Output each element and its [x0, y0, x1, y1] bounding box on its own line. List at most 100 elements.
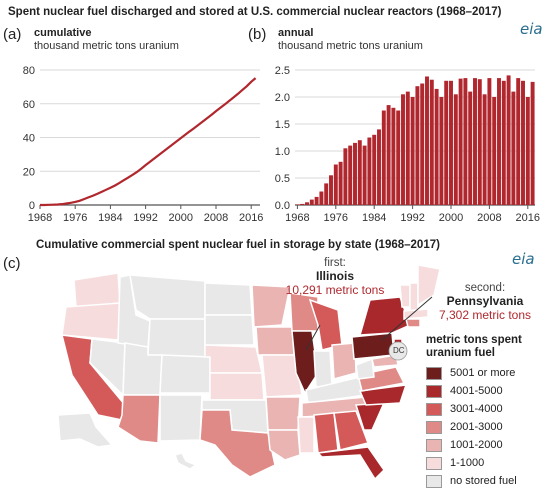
map-legend: metric tons spent uranium fuel 5001 or m… [426, 334, 548, 490]
legend-item: 3001-4000 [426, 400, 548, 418]
annual-bar [353, 142, 357, 205]
state-pennsylvania [351, 332, 395, 360]
state-arkansas [265, 396, 301, 431]
legend-label: 1001-2000 [450, 439, 503, 451]
state-maryland [371, 354, 399, 368]
second-label: second: [464, 282, 506, 294]
y-tick-label: 1.5 [275, 119, 290, 131]
annual-bar [396, 110, 401, 205]
x-tick-label: 2008 [204, 212, 228, 224]
legend-item: 2001-3000 [426, 418, 548, 436]
x-tick-label: 1976 [324, 212, 348, 224]
state-missouri [261, 354, 303, 398]
x-tick-label: 1984 [362, 212, 386, 224]
legend-item: 1001-2000 [426, 436, 548, 454]
eia-logo: eia [520, 20, 543, 38]
annual-bar [506, 75, 511, 206]
legend-swatch [426, 438, 442, 452]
x-tick-label: 2008 [477, 212, 501, 224]
y-tick-label: 2.5 [275, 65, 290, 77]
annual-bar [309, 199, 314, 205]
annual-bar [425, 76, 429, 205]
annual-bar [511, 91, 516, 205]
annual-bar-chart: 0.0 0.5 1.0 1.5 2.0 2.5 1968 1976 1984 1992 2000 20… [275, 65, 540, 224]
panel-b-letter: (b) [248, 26, 267, 43]
second-state: Pennsylvania [446, 294, 524, 308]
y-tick-label: 20 [23, 166, 35, 178]
y-tick-label: 80 [23, 65, 35, 77]
x-tick-label: 1992 [400, 212, 424, 224]
annual-bar [434, 88, 439, 205]
annual-bar [501, 80, 506, 205]
annual-bar [357, 140, 362, 205]
legend-label: 4001-5000 [450, 385, 503, 397]
legend-label: no stored fuel [450, 475, 517, 487]
state-hawaii [174, 452, 198, 470]
annual-bar [521, 80, 525, 205]
legend-title-line2: uranium fuel [426, 347, 496, 359]
annual-bar [372, 134, 377, 205]
first-state: Illinois [315, 269, 354, 283]
illinois-leader-line [305, 324, 321, 351]
legend-label: 1-1000 [450, 457, 485, 469]
cumulative-series-line [40, 77, 257, 207]
panel-b-unit: thousand metric tons uranium [278, 40, 423, 52]
state-south-dakota [204, 314, 255, 346]
state-florida [316, 446, 385, 480]
x-tick-label: 2000 [169, 212, 193, 224]
y-tick-label: 1.0 [275, 146, 290, 158]
annual-bar [468, 91, 473, 205]
first-label: first: [324, 257, 346, 269]
x-tick-label: 1968 [28, 212, 52, 224]
legend-swatch [426, 384, 442, 398]
state-minnesota [251, 284, 291, 328]
annual-bar [367, 137, 372, 205]
annual-bar [324, 183, 329, 205]
y-tick-label: 0.5 [275, 173, 290, 185]
panel-a-unit: thousand metric tons uranium [34, 40, 179, 52]
annual-bar [405, 91, 410, 205]
annual-bar [333, 164, 338, 205]
legend-label: 2001-3000 [450, 421, 503, 433]
x-tick-label: 2000 [439, 212, 463, 224]
legend-label: 5001 or more [450, 367, 516, 379]
y-tick-label: 60 [23, 99, 35, 111]
map-eia-logo: eia [512, 250, 535, 268]
annual-bar [410, 97, 415, 205]
legend-swatch [426, 366, 442, 380]
annual-bar [343, 148, 348, 205]
x-tick-label: 1992 [133, 212, 157, 224]
dc-label: DC [393, 346, 405, 355]
map-title: Cumulative commercial spent nuclear fuel… [36, 239, 440, 251]
first-annotation: first: Illinois 10,291 metric tons [286, 257, 385, 297]
annual-bar [377, 129, 381, 205]
state-indiana [313, 350, 333, 388]
annual-bar [338, 161, 343, 205]
state-connecticut [405, 318, 421, 328]
annual-bar [314, 196, 319, 205]
annual-bar [492, 97, 497, 205]
cumulative-line-chart: 0 20 40 60 80 1968 1976 1984 1992 2000 2008 2016 [23, 65, 264, 224]
annual-bar [429, 79, 434, 205]
state-new-mexico [159, 394, 203, 442]
second-value: 7,302 metric tons [438, 308, 532, 322]
x-tick-label: 2016 [239, 212, 263, 224]
state-louisiana [267, 429, 301, 461]
annual-bar [348, 145, 353, 205]
x-tick-label: 1984 [98, 212, 122, 224]
legend-swatch [426, 402, 442, 416]
state-georgia [333, 410, 369, 451]
state-arizona [117, 394, 161, 444]
pennsylvania-leader-line [381, 296, 433, 341]
legend-swatch [426, 474, 442, 488]
figure-title: Spent nuclear fuel discharged and stored… [8, 6, 502, 18]
annual-bar [401, 94, 405, 205]
state-mississippi [297, 416, 315, 454]
annual-bar [420, 83, 425, 205]
annual-bar [295, 204, 300, 205]
annual-bar [319, 191, 324, 205]
x-tick-label: 2016 [516, 212, 540, 224]
annual-bar [530, 81, 535, 205]
y-tick-label: 0.0 [275, 200, 290, 212]
state-west-virginia [355, 357, 375, 380]
